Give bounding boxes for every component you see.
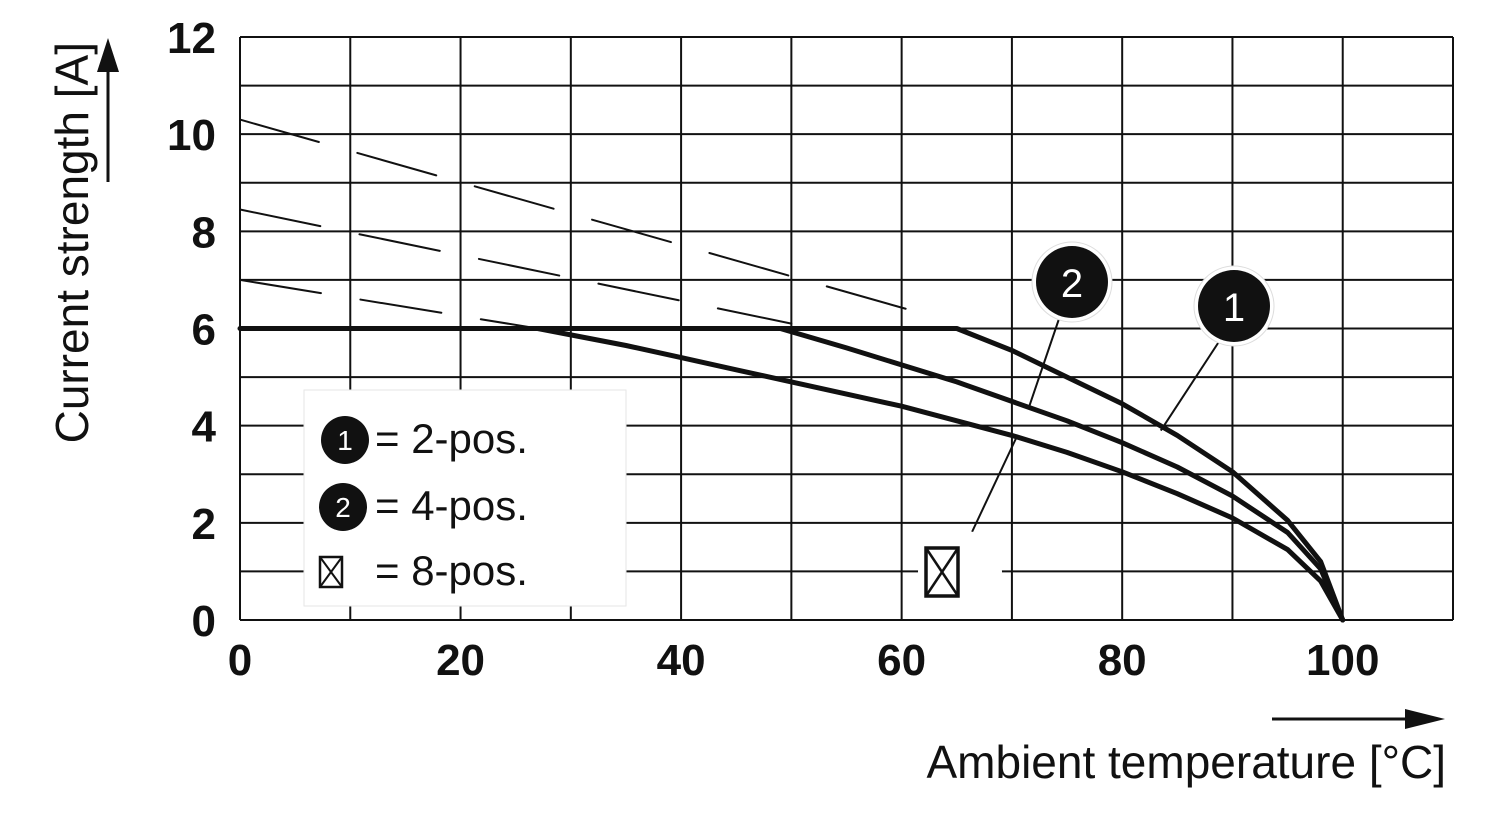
crossed-box-icon bbox=[318, 555, 344, 589]
grid bbox=[239, 36, 1454, 621]
x-axis-title-group: Ambient temperature [°C] bbox=[927, 709, 1447, 788]
marker-1-label: 1 bbox=[1223, 286, 1245, 330]
series-line-2 bbox=[777, 326, 1346, 623]
y-tick-label: 4 bbox=[192, 403, 217, 452]
marker-1-label: 1 bbox=[337, 425, 353, 456]
legend-item-4-pos: 2 = 4-pos. bbox=[319, 482, 528, 531]
y-axis-arrow-head bbox=[97, 38, 119, 72]
crossed-box-icon bbox=[924, 546, 960, 598]
legend-label: = 2-pos. bbox=[375, 415, 528, 462]
marker-2-icon bbox=[1036, 246, 1108, 318]
dashed-line bbox=[239, 118, 925, 315]
marker-1-icon bbox=[321, 416, 369, 464]
legend: 1 = 2-pos. 2 = 4-pos. = 8-pos. bbox=[303, 389, 627, 607]
marker-2-label: 2 bbox=[1061, 262, 1083, 306]
x-axis-title: Ambient temperature [°C] bbox=[927, 736, 1447, 788]
series-line-1 bbox=[237, 326, 1346, 623]
marker-2-icon bbox=[319, 483, 367, 531]
legend-item-8-pos: = 8-pos. bbox=[318, 547, 528, 594]
crossed-box-diagonal bbox=[924, 547, 960, 597]
x-tick-label: 80 bbox=[1098, 636, 1147, 685]
y-tick-label: 8 bbox=[192, 208, 216, 257]
legend-item-2-pos: 1 = 2-pos. bbox=[321, 415, 528, 464]
callout-leader bbox=[971, 434, 1019, 533]
y-tick-label: 2 bbox=[192, 500, 216, 549]
crossed-box-frame bbox=[924, 546, 960, 598]
legend-label: = 8-pos. bbox=[375, 547, 528, 594]
x-tick-label: 40 bbox=[657, 636, 706, 685]
callouts: 12 bbox=[918, 241, 1275, 614]
y-tick-label: 0 bbox=[192, 597, 216, 646]
x-axis-arrow-head bbox=[1405, 709, 1445, 729]
y-axis-title: Current strength [A] bbox=[46, 42, 98, 443]
marker-2-label: 2 bbox=[335, 492, 351, 523]
legend-label: = 4-pos. bbox=[375, 482, 528, 529]
series-line-crossed-box bbox=[535, 326, 1346, 623]
series-lines bbox=[237, 118, 1346, 623]
callout-leader bbox=[1027, 309, 1063, 409]
dashed-line bbox=[239, 278, 539, 330]
x-tick-label: 60 bbox=[877, 636, 926, 685]
callout-halo bbox=[918, 530, 1002, 614]
y-axis-title-group: Current strength [A] bbox=[46, 38, 119, 443]
y-tick-label: 6 bbox=[192, 306, 216, 355]
callout-leader bbox=[1159, 333, 1225, 432]
dashed-line bbox=[239, 208, 793, 325]
marker-1-icon bbox=[1198, 270, 1270, 342]
x-tick-label: 20 bbox=[436, 636, 485, 685]
y-tick-label: 10 bbox=[167, 111, 216, 160]
x-tick-label: 0 bbox=[228, 636, 252, 685]
x-tick-label: 100 bbox=[1306, 636, 1379, 685]
y-tick-label: 12 bbox=[167, 14, 216, 63]
